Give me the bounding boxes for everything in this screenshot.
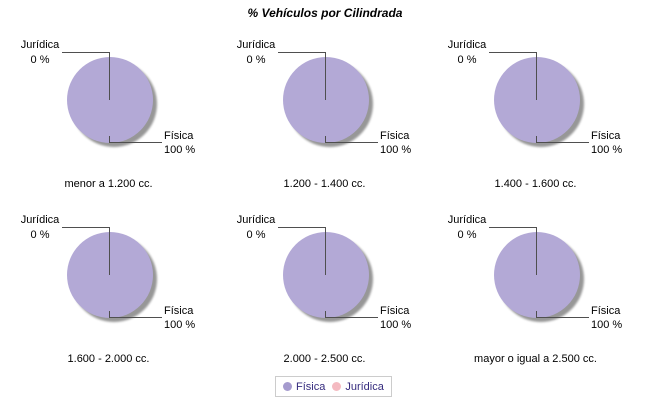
legend-dot-fisica-icon (283, 382, 292, 391)
pie-caption: 1.200 - 1.400 cc. (283, 178, 366, 190)
series-value: 100 % (380, 319, 412, 331)
bottom-tick-line (109, 311, 110, 318)
slice-boundary-line (325, 227, 326, 275)
pie-slice-fisica[interactable] (494, 57, 580, 143)
series-label-juridica: Jurídica 0 % (10, 38, 70, 68)
series-value: 100 % (591, 144, 623, 156)
legend-item-juridica[interactable]: Jurídica (332, 381, 384, 393)
series-name: Jurídica (447, 214, 487, 226)
chart-title: % Vehículos por Cilindrada (247, 6, 403, 20)
series-name: Física (380, 130, 410, 142)
series-value: 0 % (246, 54, 266, 66)
series-value: 100 % (380, 144, 412, 156)
series-name: Jurídica (236, 214, 276, 226)
series-name: Jurídica (447, 39, 487, 51)
series-value: 0 % (457, 229, 477, 241)
series-value: 0 % (30, 229, 50, 241)
series-name: Jurídica (236, 39, 276, 51)
pie-caption: 1.400 - 1.600 cc. (494, 178, 577, 190)
pie-chart-cell: Jurídica 0 % Física 100 % mayor o igual … (427, 210, 644, 375)
series-label-fisica: Física 100 % (591, 304, 622, 332)
series-value: 100 % (164, 144, 196, 156)
series-label-juridica: Jurídica 0 % (437, 213, 497, 243)
pie-caption: menor a 1.200 cc. (64, 178, 153, 190)
bottom-tick-line (536, 136, 537, 143)
slice-boundary-line (325, 52, 326, 100)
series-value: 100 % (164, 319, 196, 331)
pie-chart-cell: Jurídica 0 % Física 100 % menor a 1.200 … (0, 35, 217, 200)
series-label-juridica: Jurídica 0 % (437, 38, 497, 68)
juridica-leader-line (278, 227, 325, 228)
series-name: Física (591, 305, 621, 317)
juridica-leader-line (489, 52, 536, 53)
series-label-juridica: Jurídica 0 % (226, 213, 286, 243)
pie-slice-fisica[interactable] (283, 232, 369, 318)
series-value: 100 % (591, 319, 623, 331)
series-label-fisica: Física 100 % (164, 304, 195, 332)
legend-dot-juridica-icon (332, 382, 342, 391)
slice-boundary-line (536, 52, 537, 100)
series-name: Física (380, 305, 410, 317)
slice-boundary-line (109, 52, 110, 100)
pie-slice-fisica[interactable] (67, 232, 153, 318)
series-name: Física (591, 130, 621, 142)
slice-boundary-line (109, 227, 110, 275)
fisica-leader-line (110, 142, 162, 143)
slice-boundary-line (536, 227, 537, 275)
pie-caption: 1.600 - 2.000 cc. (67, 353, 150, 365)
juridica-leader-line (62, 227, 109, 228)
bottom-tick-line (325, 311, 326, 318)
series-label-fisica: Física 100 % (380, 129, 411, 157)
fisica-leader-line (110, 317, 162, 318)
series-name: Jurídica (20, 39, 60, 51)
series-label-fisica: Física 100 % (380, 304, 411, 332)
series-label-fisica: Física 100 % (591, 129, 622, 157)
pie-chart-cell: Jurídica 0 % Física 100 % 2.000 - 2.500 … (216, 210, 433, 375)
juridica-leader-line (62, 52, 109, 53)
bottom-tick-line (536, 311, 537, 318)
series-label-juridica: Jurídica 0 % (226, 38, 286, 68)
pie-slice-fisica[interactable] (494, 232, 580, 318)
pie-chart-cell: Jurídica 0 % Física 100 % 1.600 - 2.000 … (0, 210, 217, 375)
legend-label: Física (296, 380, 326, 393)
fisica-leader-line (326, 317, 378, 318)
series-value: 0 % (246, 229, 266, 241)
pie-caption: 2.000 - 2.500 cc. (283, 353, 366, 365)
legend-label: Jurídica (345, 380, 384, 393)
juridica-leader-line (489, 227, 536, 228)
juridica-leader-line (278, 52, 325, 53)
fisica-leader-line (537, 142, 589, 143)
bottom-tick-line (325, 136, 326, 143)
fisica-leader-line (326, 142, 378, 143)
series-value: 0 % (457, 54, 477, 66)
bottom-tick-line (109, 136, 110, 143)
pie-slice-fisica[interactable] (67, 57, 153, 143)
legend: Física Jurídica (275, 376, 392, 397)
series-label-fisica: Física 100 % (164, 129, 195, 157)
pie-slice-fisica[interactable] (283, 57, 369, 143)
pie-caption: mayor o igual a 2.500 cc. (474, 353, 597, 365)
series-value: 0 % (30, 54, 50, 66)
series-name: Física (164, 130, 194, 142)
series-label-juridica: Jurídica 0 % (10, 213, 70, 243)
legend-item-fisica[interactable]: Física (283, 381, 325, 393)
series-name: Física (164, 305, 194, 317)
series-name: Jurídica (20, 214, 60, 226)
pie-chart-cell: Jurídica 0 % Física 100 % 1.400 - 1.600 … (427, 35, 644, 200)
pie-chart-cell: Jurídica 0 % Física 100 % 1.200 - 1.400 … (216, 35, 433, 200)
fisica-leader-line (537, 317, 589, 318)
